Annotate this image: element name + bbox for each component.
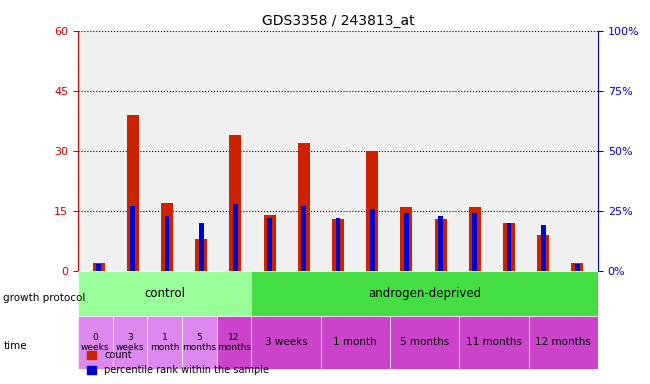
Bar (161, 203, 173, 271)
Text: 12
months: 12 months (217, 333, 251, 352)
Bar (332, 219, 344, 271)
Legend: count, percentile rank within the sample: count, percentile rank within the sample (83, 346, 273, 379)
Bar (438, 216, 443, 271)
Bar (131, 206, 135, 271)
Bar (541, 225, 545, 271)
Bar (252, 316, 320, 369)
Bar (503, 223, 515, 271)
Bar (506, 223, 512, 271)
Text: growth protocol: growth protocol (3, 293, 86, 303)
Bar (302, 206, 306, 271)
Text: 3
weeks: 3 weeks (116, 333, 144, 352)
Bar (320, 316, 390, 369)
Text: androgen-deprived: androgen-deprived (368, 287, 481, 300)
Text: 1
month: 1 month (150, 333, 179, 352)
Bar (252, 271, 598, 316)
Bar (199, 223, 203, 271)
Bar (112, 316, 148, 369)
Bar (575, 264, 580, 271)
Text: 3 weeks: 3 weeks (265, 338, 307, 348)
Bar (267, 218, 272, 271)
Bar (370, 209, 374, 271)
Bar (538, 235, 549, 271)
Bar (460, 316, 528, 369)
Bar (164, 216, 170, 271)
Bar (528, 316, 598, 369)
Text: control: control (144, 287, 185, 300)
Bar (233, 204, 238, 271)
Bar (435, 219, 447, 271)
Bar (400, 207, 412, 271)
Text: 5
months: 5 months (183, 333, 216, 352)
Text: time: time (3, 341, 27, 351)
Bar (195, 239, 207, 271)
Text: 1 month: 1 month (333, 338, 377, 348)
Bar (78, 271, 252, 316)
Bar (92, 263, 105, 271)
Bar (229, 135, 241, 271)
Text: 11 months: 11 months (466, 338, 522, 348)
Bar (473, 214, 477, 271)
Bar (96, 264, 101, 271)
Bar (148, 316, 182, 369)
Text: 12 months: 12 months (536, 338, 592, 348)
Bar (571, 263, 584, 271)
Bar (127, 115, 138, 271)
Bar (216, 316, 252, 369)
Bar (469, 207, 481, 271)
Title: GDS3358 / 243813_at: GDS3358 / 243813_at (262, 14, 414, 28)
Bar (78, 316, 112, 369)
Bar (264, 215, 276, 271)
Bar (335, 218, 341, 271)
Bar (404, 214, 409, 271)
Bar (366, 151, 378, 271)
Bar (298, 143, 310, 271)
Text: 0
weeks: 0 weeks (81, 333, 110, 352)
Text: 5 months: 5 months (400, 338, 449, 348)
Bar (390, 316, 460, 369)
Bar (182, 316, 216, 369)
